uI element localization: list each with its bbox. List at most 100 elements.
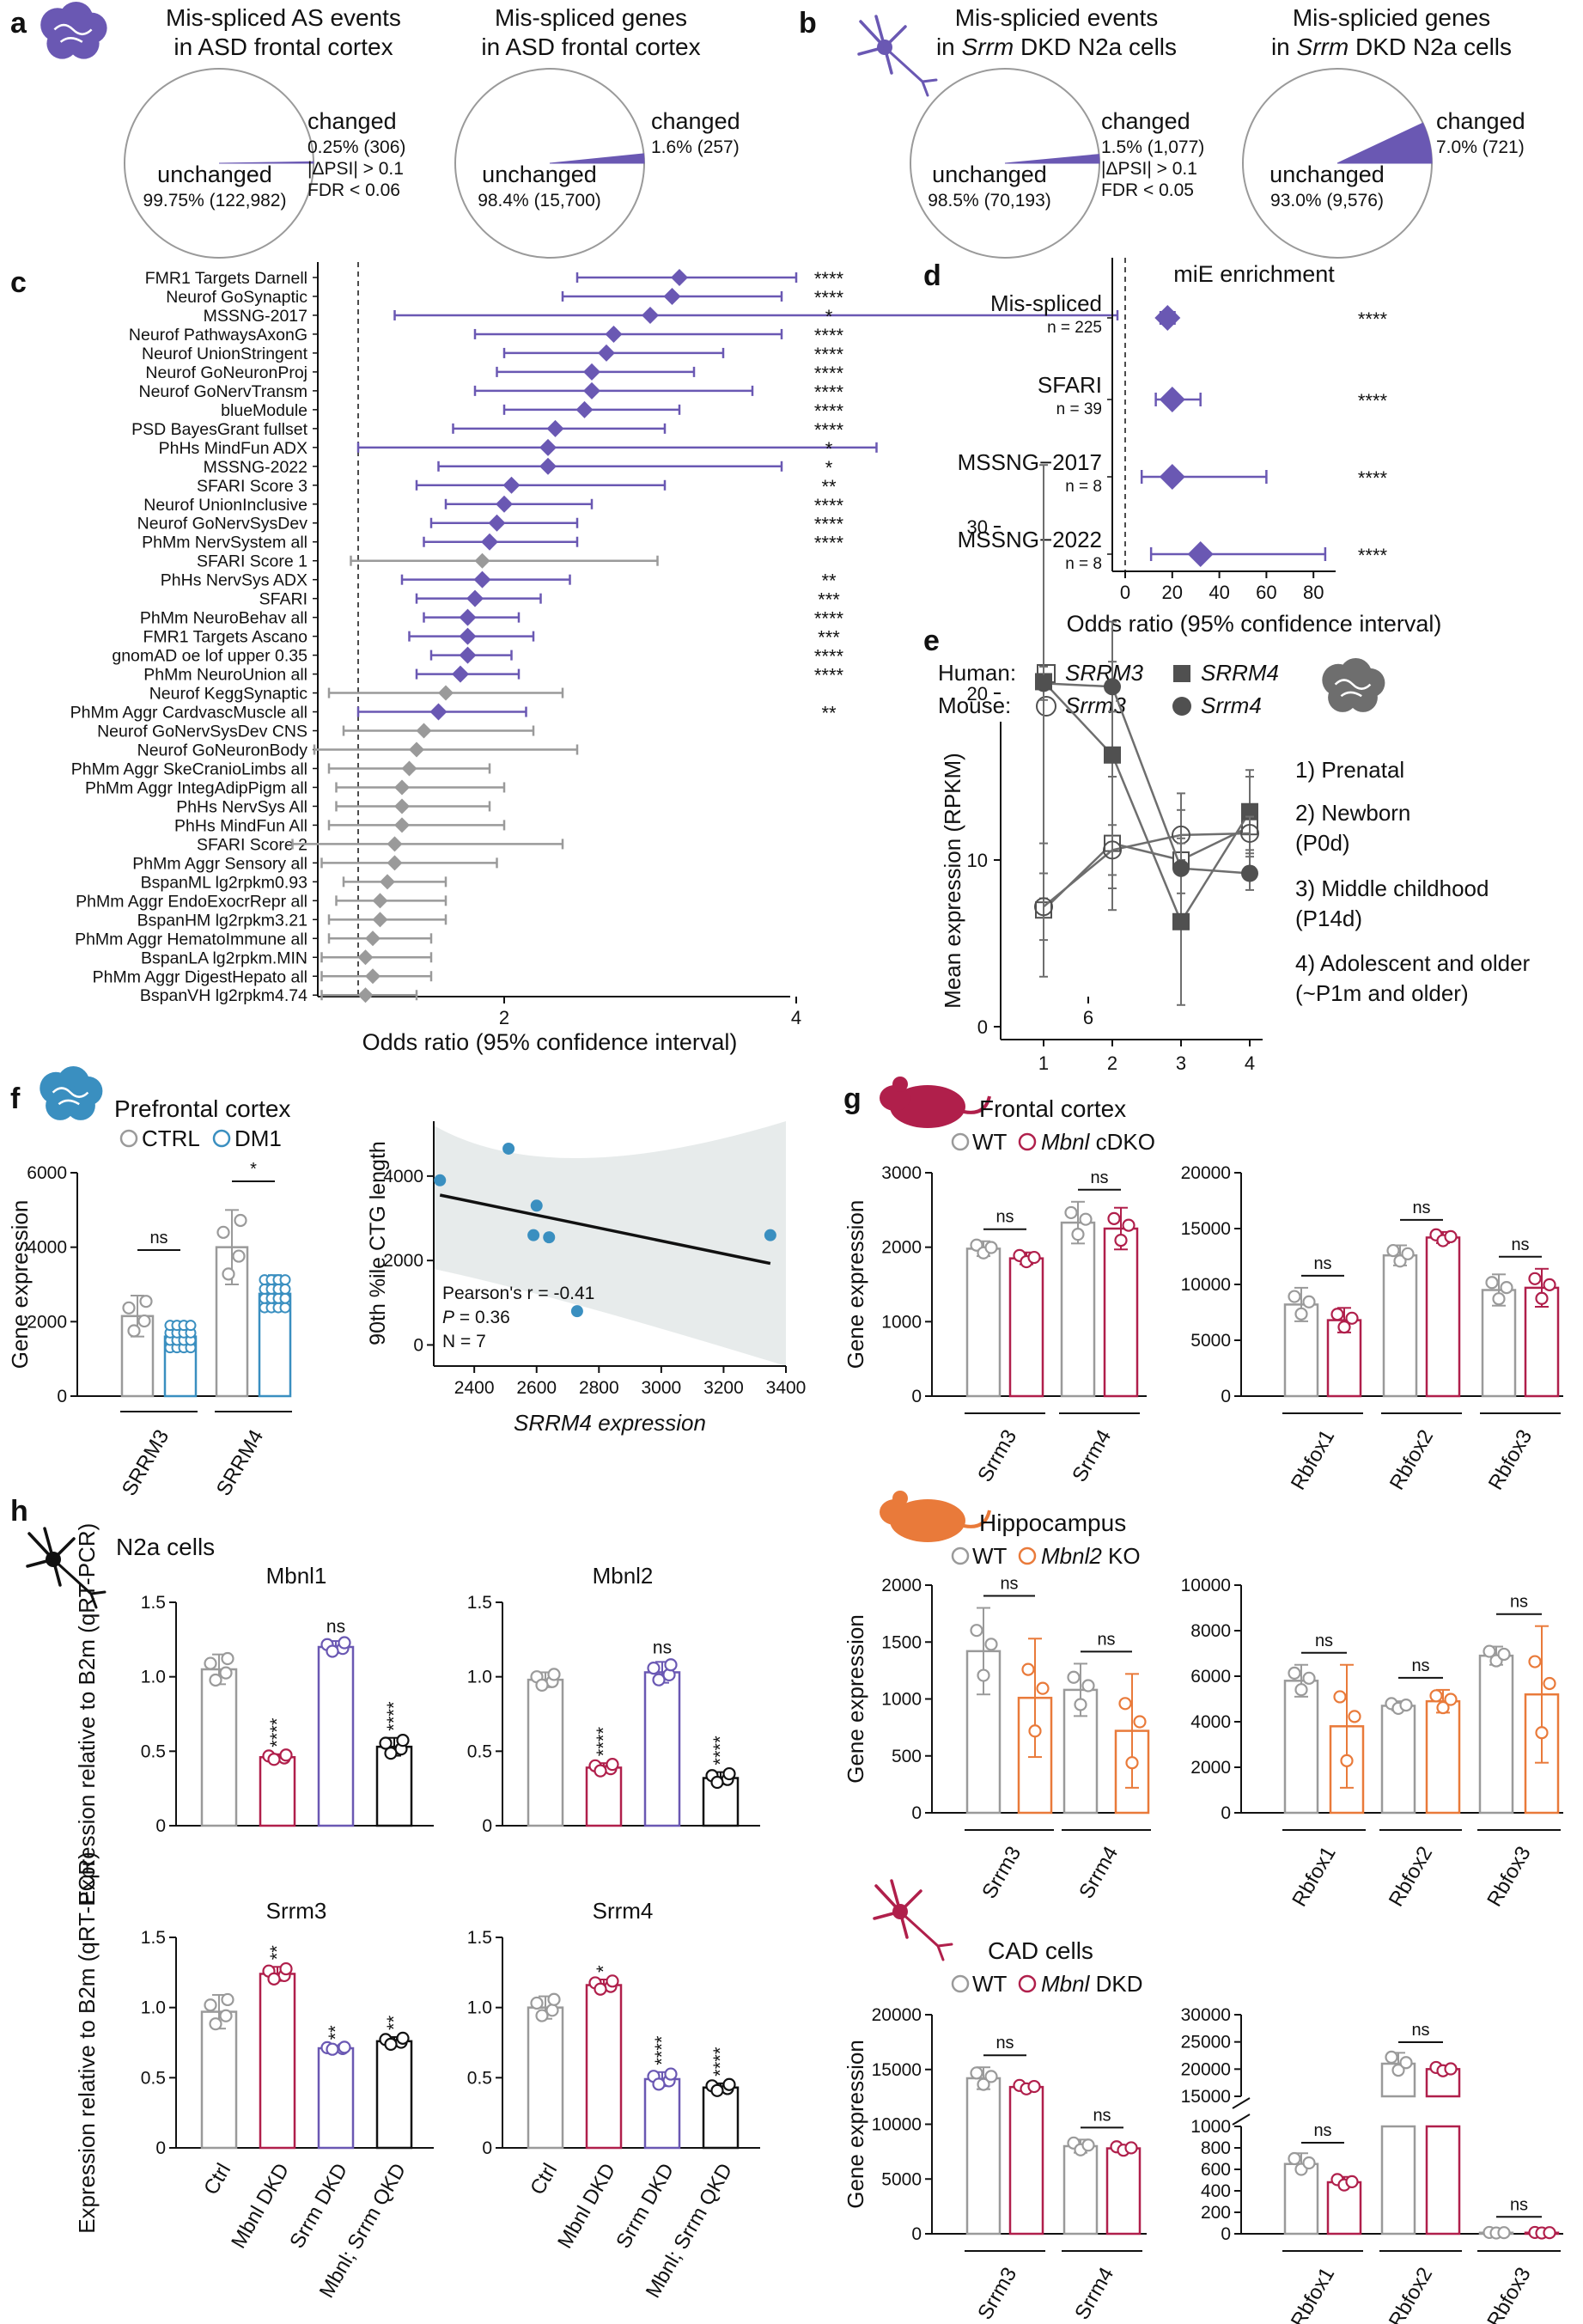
significance-label: ns	[1315, 1632, 1333, 1650]
y-tick-label: 400	[1201, 2181, 1231, 2201]
x-category-label: Mbnl DKD	[227, 2160, 294, 2253]
data-point	[434, 1174, 447, 1186]
neuron-icon	[873, 1879, 953, 1961]
y-tick-label: 15000	[872, 2060, 922, 2080]
category-label: gnomAD oe lof upper 0.35	[112, 647, 307, 666]
bar-ko	[1103, 1227, 1139, 1398]
x-category-label: Srrm3	[977, 1843, 1026, 1903]
data-point	[1444, 2062, 1458, 2076]
data-point	[1294, 1683, 1308, 1697]
category-n: n = 225	[1047, 319, 1102, 337]
data-point	[1064, 1205, 1078, 1220]
brain-lobe	[46, 27, 78, 59]
data-point	[209, 1673, 222, 1687]
odds-ratio-marker	[394, 817, 410, 833]
significance-label: ns	[149, 1229, 167, 1247]
x-category-label: Rbfox3	[1483, 2264, 1535, 2324]
data-point	[1028, 1724, 1042, 1738]
y-tick-label: 2000	[383, 1251, 423, 1271]
bar-wt	[1283, 1680, 1319, 1815]
data-point	[977, 2077, 990, 2091]
data-point	[209, 2017, 222, 2031]
category-label: SFARI	[259, 590, 307, 609]
panel-title: Frontal cortex	[979, 1095, 1126, 1122]
bar-wt	[1382, 1253, 1418, 1398]
panel-label-e: e	[923, 625, 940, 657]
data-point	[396, 2031, 410, 2045]
data-point	[543, 1231, 556, 1244]
data-point	[1497, 2226, 1511, 2240]
x-axis-label: Odds ratio (95% confidence interval)	[1067, 611, 1442, 637]
legend-marker-open-circle	[1036, 696, 1056, 717]
x-category-label: Rbfox3	[1484, 1426, 1537, 1494]
category-label: BspanHM lg2rpkm3.21	[137, 911, 307, 930]
y-tick-label: 0	[413, 1335, 423, 1355]
legend-label: WT	[972, 1971, 1008, 1997]
brain-fold	[53, 23, 93, 43]
significance-label: ns	[653, 1638, 672, 1657]
neuron-dendrite	[43, 1527, 55, 1561]
odds-ratio-marker	[1187, 541, 1214, 567]
bar-ko	[1425, 1699, 1461, 1815]
y-tick-label: 200	[1201, 2203, 1231, 2223]
y-tick-label: 5000	[881, 2169, 922, 2189]
data-point	[1107, 1211, 1121, 1225]
pie-slice-changed	[1004, 154, 1100, 164]
y-tick-label: 6000	[27, 1163, 67, 1183]
pie-unchanged-value: 93.0% (9,576)	[1270, 191, 1384, 210]
y-tick-label: 0	[1221, 1387, 1231, 1406]
category-label: BspanLA lg2rpkm.MIN	[141, 949, 307, 967]
data-point	[1104, 746, 1121, 764]
bar	[259, 1973, 296, 2150]
data-point	[1485, 1276, 1499, 1290]
odds-ratio-marker	[459, 627, 477, 645]
odds-ratio-marker	[546, 419, 564, 437]
chart-title: Mbnl1	[266, 1563, 327, 1589]
data-point	[267, 1753, 281, 1766]
x-tick-label: 2800	[579, 1378, 619, 1398]
y-tick-label: 2000	[27, 1312, 67, 1332]
data-point	[279, 1292, 291, 1304]
odds-ratio-marker	[1159, 464, 1185, 490]
significance-stars: ****	[814, 325, 844, 346]
stat-text: Pearson's r = -0.41	[442, 1284, 594, 1303]
data-point	[1081, 2138, 1095, 2152]
chart-title: Srrm4	[593, 1898, 654, 1924]
odds-ratio-marker	[575, 400, 594, 418]
significance-label: ns	[326, 1617, 345, 1637]
odds-ratio-marker	[539, 438, 557, 456]
data-point	[547, 1992, 561, 2006]
stage-label: (P0d)	[1295, 830, 1350, 856]
data-point	[1302, 1295, 1316, 1308]
x-category-label: Srrm DKD	[612, 2160, 679, 2253]
odds-ratio-marker	[473, 570, 491, 589]
y-tick-label: 1.5	[467, 1593, 492, 1613]
pie-title: Mis-splicied events	[955, 4, 1159, 31]
legend-title: Mouse:	[938, 692, 1011, 718]
significance-stars: *	[825, 438, 833, 460]
significance-stars: ****	[266, 1717, 288, 1748]
y-tick-label: 1.0	[467, 1668, 492, 1687]
y-tick-label: 1.0	[467, 1998, 492, 2018]
data-point	[530, 1996, 544, 2010]
mouse-ear	[892, 1077, 908, 1092]
significance-stars: ***	[818, 589, 840, 611]
significance-label: ns	[1000, 1575, 1018, 1594]
x-tick-label: 4	[791, 1007, 801, 1028]
pie-changed-label: changed	[1436, 108, 1525, 134]
significance-stars: *	[825, 306, 833, 327]
significance-stars: ***	[818, 627, 840, 649]
data-point	[326, 2042, 339, 2056]
category-label: Neurof GoNervSysDev	[137, 515, 308, 534]
category-label: SFARI Score 1	[197, 552, 307, 571]
panel-label-g: g	[843, 1083, 862, 1115]
category-label: BspanVH lg2rpkm4.74	[140, 986, 307, 1005]
stage-label: 2) Newborn	[1295, 800, 1410, 826]
bar-wt	[965, 1247, 1002, 1398]
panel-label-d: d	[923, 259, 941, 292]
neuron-dendrite	[874, 1884, 902, 1913]
category-label: Mis-spliced	[990, 290, 1102, 316]
data-point	[502, 1142, 515, 1155]
data-point	[535, 1678, 549, 1692]
significance-stars: ****	[1358, 308, 1388, 330]
